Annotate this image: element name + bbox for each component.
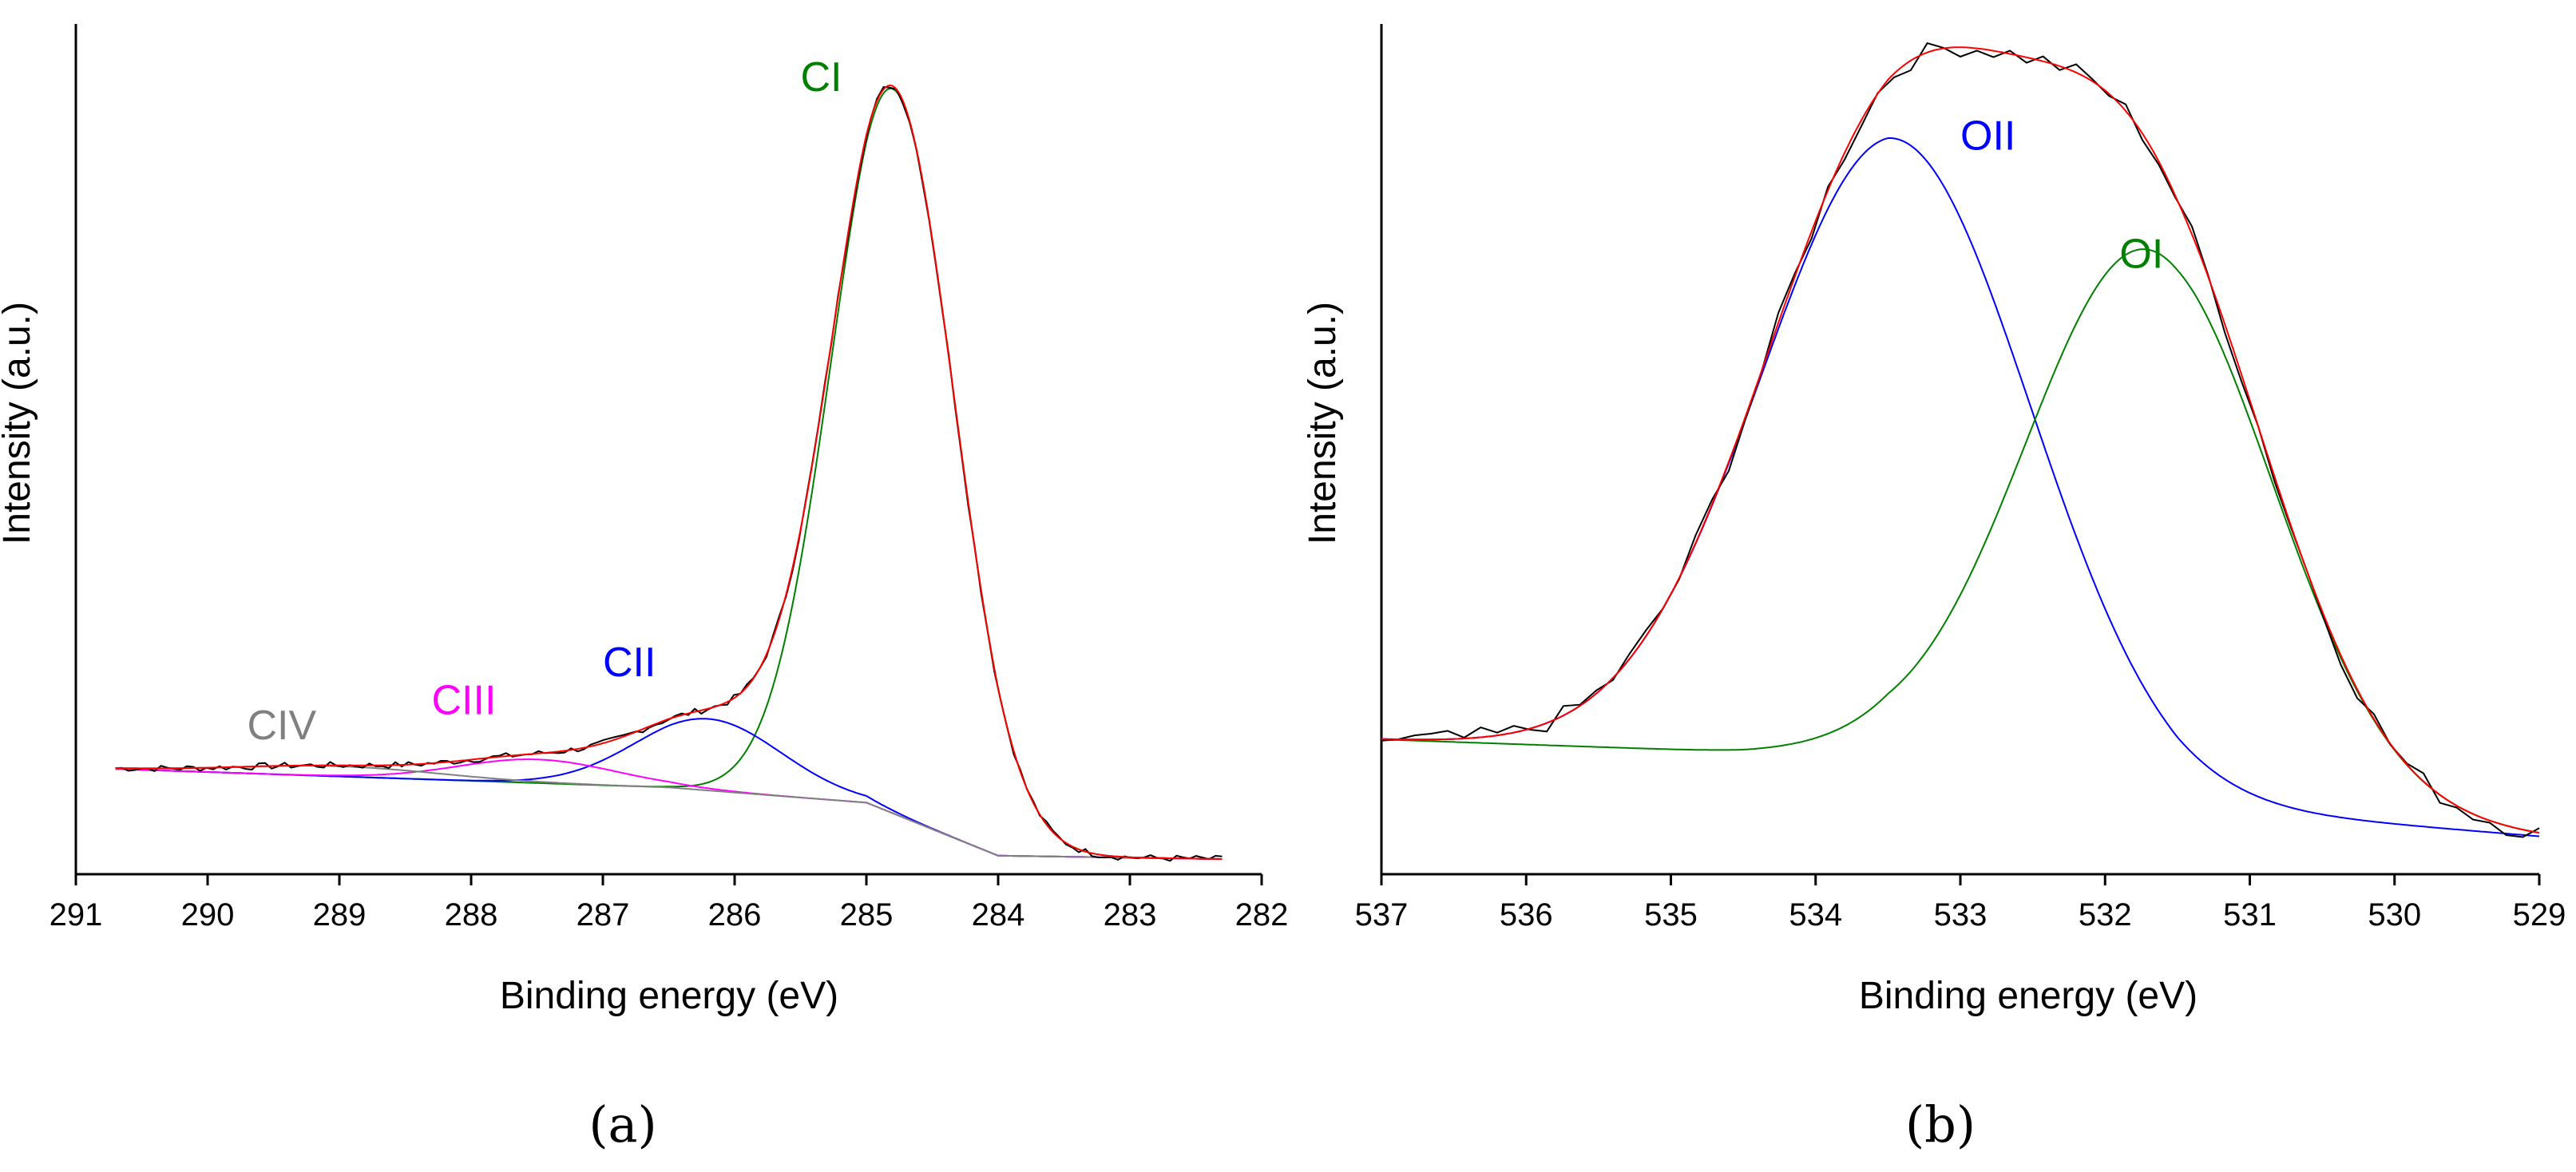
x-tick-label: 533	[1934, 897, 1987, 932]
x-tick-label: 282	[1235, 897, 1289, 932]
component-curve-oii	[1381, 137, 2540, 837]
peak-label-ci: CI	[801, 54, 842, 101]
component-curve-ciii	[115, 758, 1223, 860]
x-tick-label: 535	[1644, 897, 1698, 932]
panel-label: (b)	[1905, 1095, 1976, 1154]
x-tick-label: 290	[181, 897, 235, 932]
x-tick-label: 534	[1789, 897, 1842, 932]
peak-label-cii: CII	[603, 639, 656, 686]
x-tick-label: 284	[972, 897, 1025, 932]
x-tick-label: 285	[840, 897, 894, 932]
x-tick-label: 289	[313, 897, 367, 932]
peak-label-ciii: CIII	[432, 678, 497, 724]
x-tick-label: 287	[577, 897, 630, 932]
x-axis-title: Binding energy (eV)	[500, 975, 838, 1017]
chart-panel-a: 291 290 289 288 287 286 285 284 283 282 Binding en…	[0, 24, 1288, 1154]
x-axis-title: Binding energy (eV)	[1859, 975, 2198, 1017]
component-curve-oi	[1381, 248, 2540, 834]
x-tick-label: 531	[2223, 897, 2277, 932]
fit-envelope-curve	[115, 84, 1223, 860]
peak-label-oii: OII	[1960, 113, 2015, 160]
x-tick-label: 286	[708, 897, 762, 932]
fit-envelope-curve	[1381, 46, 2540, 834]
x-tick-label: 529	[2513, 897, 2566, 932]
chart-panel-b: 537 536 535 534 533 532 531 530 529 Binding energ…	[1302, 24, 2566, 1154]
x-tick-label: 536	[1500, 897, 1553, 932]
raw-data-curve	[1381, 42, 2540, 838]
x-tick-label: 532	[2079, 897, 2132, 932]
x-tick-label: 530	[2368, 897, 2421, 932]
x-tick-label: 283	[1104, 897, 1157, 932]
panel-label: (a)	[589, 1095, 656, 1154]
x-tick-label: 537	[1355, 897, 1409, 932]
component-curve-civ	[115, 765, 1223, 860]
x-tick-label: 291	[50, 897, 103, 932]
y-axis-title: Intensity (a.u.)	[0, 302, 38, 544]
x-tick-label: 288	[445, 897, 498, 932]
peak-label-civ: CIV	[248, 703, 317, 749]
y-axis-title: Intensity (a.u.)	[1302, 302, 1344, 544]
peak-label-oi: OI	[2119, 231, 2163, 277]
